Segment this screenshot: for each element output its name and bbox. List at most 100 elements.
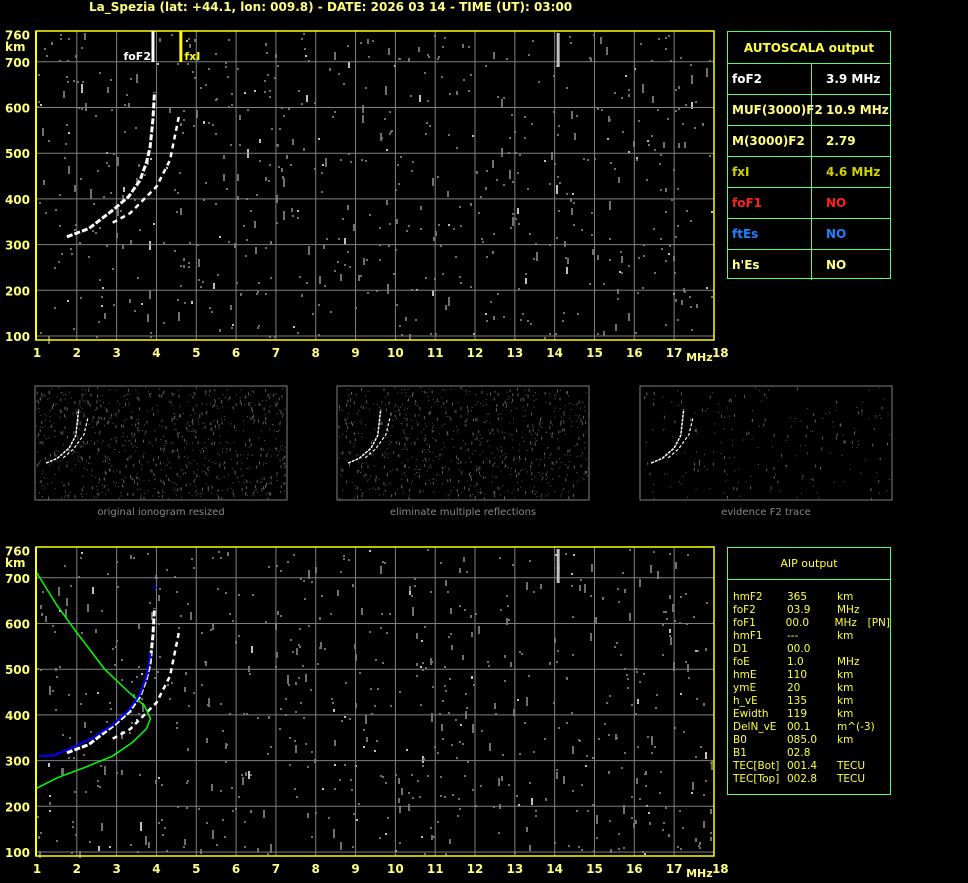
noise-pixel [80, 421, 82, 423]
noise-pixel [734, 470, 736, 472]
noise-pixel [138, 418, 140, 420]
noise-pixel [284, 463, 286, 465]
noise-pixel [131, 443, 133, 445]
noise-pixel [462, 440, 464, 442]
noise-pixel [536, 432, 538, 436]
noise-pixel [182, 472, 184, 474]
noise-pixel [698, 462, 700, 466]
noise-pixel [151, 612, 153, 620]
noise-pixel [421, 836, 423, 838]
noise-pixel [141, 468, 143, 470]
noise-pixel [197, 492, 199, 494]
noise-pixel [211, 311, 213, 313]
noise-pixel [552, 462, 554, 464]
noise-pixel [247, 392, 249, 396]
noise-pixel [448, 297, 450, 306]
noise-pixel [98, 494, 100, 496]
noise-pixel [41, 496, 43, 498]
noise-pixel [617, 298, 619, 300]
noise-pixel [172, 443, 174, 445]
noise-pixel [174, 576, 176, 578]
noise-pixel [99, 227, 101, 229]
noise-pixel [36, 425, 38, 427]
noise-pixel [219, 435, 221, 437]
noise-pixel [192, 449, 194, 451]
noise-pixel [104, 459, 106, 463]
noise-pixel [281, 168, 283, 170]
noise-pixel [136, 473, 138, 475]
noise-pixel [374, 428, 376, 430]
noise-pixel [174, 423, 176, 425]
noise-pixel [365, 160, 367, 162]
y-tick-label: 300 [5, 239, 30, 253]
noise-pixel [382, 453, 384, 457]
noise-pixel [480, 403, 482, 405]
noise-pixel [70, 585, 72, 587]
thumb-caption-original: original ionogram resized [97, 507, 225, 518]
noise-pixel [229, 713, 231, 715]
noise-pixel [172, 417, 174, 419]
noise-pixel [751, 438, 753, 440]
noise-pixel [581, 421, 583, 425]
noise-pixel [500, 470, 502, 472]
noise-pixel [200, 495, 202, 497]
noise-pixel [165, 443, 167, 445]
noise-pixel [139, 479, 141, 481]
noise-pixel [186, 465, 188, 469]
noise-pixel [61, 431, 63, 435]
noise-pixel [79, 400, 81, 404]
noise-pixel [551, 467, 553, 469]
noise-pixel [615, 734, 617, 740]
noise-pixel [424, 464, 426, 468]
noise-pixel [204, 442, 206, 444]
aip-cell: km [837, 630, 854, 642]
noise-pixel [559, 467, 561, 469]
noise-pixel [511, 410, 513, 412]
noise-pixel [676, 454, 678, 456]
noise-pixel [471, 461, 473, 463]
noise-pixel [169, 480, 171, 482]
noise-pixel [361, 494, 363, 498]
noise-pixel [534, 493, 536, 495]
noise-pixel [504, 400, 506, 404]
noise-pixel [180, 468, 182, 470]
noise-pixel [134, 310, 136, 312]
noise-pixel [711, 761, 713, 770]
noise-pixel [68, 391, 70, 393]
noise-pixel [402, 404, 404, 406]
noise-pixel [177, 434, 179, 438]
noise-pixel [333, 709, 335, 712]
y-tick-label: 200 [5, 800, 30, 814]
noise-pixel [263, 477, 265, 481]
noise-pixel [444, 37, 446, 39]
noise-pixel [81, 84, 83, 93]
noise-pixel [412, 161, 414, 163]
noise-pixel [687, 664, 689, 672]
noise-pixel [207, 704, 209, 706]
noise-pixel [162, 448, 164, 450]
noise-pixel [81, 108, 83, 110]
noise-pixel [473, 333, 475, 335]
noise-pixel [583, 158, 585, 160]
noise-pixel [705, 780, 707, 782]
noise-pixel [670, 60, 672, 62]
noise-pixel [637, 746, 639, 748]
noise-pixel [569, 402, 571, 404]
noise-pixel [579, 407, 581, 409]
noise-pixel [691, 329, 693, 331]
noise-pixel [594, 158, 596, 160]
noise-pixel [347, 426, 349, 430]
aip-cell: 00.1 [787, 721, 811, 733]
noise-pixel [519, 444, 521, 446]
noise-pixel [287, 676, 289, 678]
noise-pixel [844, 481, 846, 483]
noise-pixel [201, 422, 203, 424]
noise-pixel [650, 565, 652, 573]
noise-pixel [143, 480, 145, 482]
noise-pixel [349, 440, 351, 444]
x-tick-label: 1 [33, 346, 41, 360]
noise-pixel [566, 391, 568, 395]
thumb-evidence [639, 385, 893, 501]
noise-pixel [654, 149, 656, 151]
